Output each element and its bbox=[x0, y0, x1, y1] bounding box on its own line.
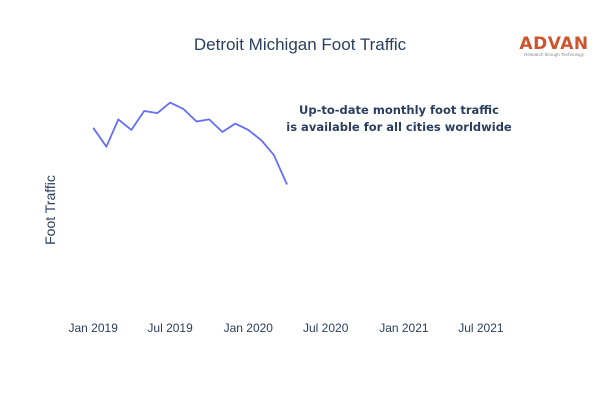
x-axis: Jan 2019 Jul 2019 Jan 2020 Jul 2020 Jan 2021… bbox=[69, 321, 504, 335]
x-tick-label: Jul 2021 bbox=[458, 321, 504, 335]
chart-title: Detroit Michigan Foot Traffic bbox=[194, 35, 407, 54]
annotation-line-1: Up-to-date monthly foot traffic bbox=[299, 103, 499, 117]
x-tick-label: Jan 2019 bbox=[69, 321, 119, 335]
advan-logo: ADVAN Research through Technology bbox=[519, 34, 588, 57]
x-tick-label: Jan 2020 bbox=[224, 321, 274, 335]
x-tick-label: Jul 2019 bbox=[147, 321, 193, 335]
annotation-line-2: is available for all cities worldwide bbox=[286, 120, 512, 134]
series-line-0 bbox=[92, 101, 288, 185]
plot-area bbox=[92, 101, 288, 185]
y-axis-title: Foot Traffic bbox=[42, 175, 58, 245]
x-tick-label: Jul 2020 bbox=[303, 321, 349, 335]
logo-text: ADVAN bbox=[519, 34, 588, 54]
x-tick-label: Jan 2021 bbox=[379, 321, 429, 335]
logo-tagline: Research through Technology bbox=[524, 52, 584, 57]
